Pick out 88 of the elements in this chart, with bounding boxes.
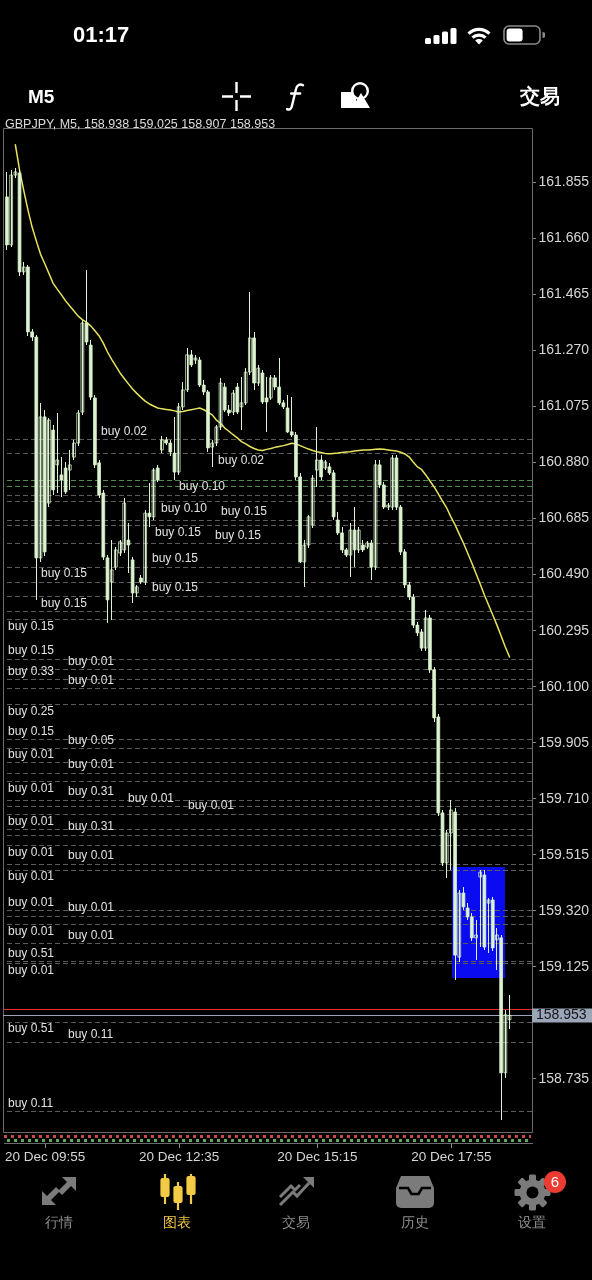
ref-line-label: buy 0.51 bbox=[8, 1021, 55, 1036]
x-tick-label: 20 Dec 17:55 bbox=[411, 1148, 492, 1164]
ref-line-label: buy 0.51 bbox=[8, 945, 55, 960]
ref-line-label: buy 0.33 bbox=[8, 663, 55, 678]
candlestick bbox=[68, 449, 72, 491]
ref-line-label: buy 0.01 bbox=[8, 869, 55, 884]
ref-line-label: buy 0.01 bbox=[68, 653, 115, 668]
candlestick bbox=[42, 409, 47, 557]
candlestick bbox=[231, 389, 235, 416]
ref-line-label: buy 0.15 bbox=[8, 618, 55, 633]
ref-line-label: buy 0.15 bbox=[215, 527, 262, 542]
ref-line-label: buy 0.01 bbox=[8, 780, 55, 795]
ref-line-label: buy 0.10 bbox=[161, 500, 208, 515]
candlestick bbox=[474, 919, 478, 961]
candlestick bbox=[478, 869, 482, 948]
candlestick bbox=[160, 435, 164, 454]
x-tick-label: 20 Dec 15:15 bbox=[277, 1148, 358, 1164]
y-tick-label: 159.710 bbox=[538, 789, 590, 806]
ref-line-label: 158.953 bbox=[536, 1006, 587, 1023]
y-tick-label: 161.855 bbox=[538, 173, 590, 190]
candlestick bbox=[285, 394, 290, 434]
ref-line-label: buy 0.11 bbox=[68, 1026, 114, 1041]
candlestick bbox=[277, 357, 281, 406]
y-tick-label: 160.100 bbox=[538, 677, 590, 694]
ref-line-label: buy 0.01 bbox=[68, 848, 115, 863]
candlestick bbox=[109, 539, 114, 621]
ref-line-label: buy 0.01 bbox=[8, 746, 55, 761]
y-tick-label: 161.075 bbox=[538, 397, 590, 414]
ref-line-label: buy 0.15 bbox=[41, 595, 88, 610]
ref-line-label: buy 0.15 bbox=[152, 551, 199, 566]
candlestick bbox=[151, 467, 156, 521]
text: 01:17 bbox=[73, 22, 130, 47]
text: 交易 bbox=[282, 1214, 310, 1230]
ref-line-label: buy 0.15 bbox=[41, 566, 88, 581]
ref-line-label: buy 0.15 bbox=[155, 524, 202, 539]
text: 历史 bbox=[401, 1214, 429, 1230]
ref-line-label: buy 0.05 bbox=[68, 732, 115, 747]
candlestick bbox=[122, 497, 127, 554]
y-tick-label: 158.735 bbox=[538, 1069, 590, 1086]
ref-line-label: buy 0.01 bbox=[8, 813, 55, 828]
ref-line-label: buy 0.02 bbox=[101, 423, 148, 438]
ref-line-label: buy 0.01 bbox=[8, 894, 55, 909]
y-tick-label: 160.490 bbox=[538, 565, 590, 582]
y-tick-label: 160.295 bbox=[538, 621, 590, 638]
y-tick-label: 160.685 bbox=[538, 509, 590, 526]
text: M5 bbox=[28, 85, 55, 107]
candlestick bbox=[269, 374, 273, 401]
y-tick-label: 159.515 bbox=[538, 845, 590, 862]
ref-line-label: buy 0.01 bbox=[128, 790, 175, 805]
chart-title: GBPJPY, M5, 158.938 159.025 158.907 158.953 bbox=[5, 116, 276, 131]
ref-line-label: buy 0.01 bbox=[188, 798, 235, 813]
y-tick-label: 159.125 bbox=[538, 957, 590, 974]
ref-line-label: buy 0.01 bbox=[68, 927, 115, 942]
ref-line-label: buy 0.11 bbox=[8, 1095, 54, 1110]
text: 交易 bbox=[520, 85, 560, 107]
candlestick bbox=[9, 169, 13, 248]
candlestick bbox=[356, 526, 361, 554]
x-tick-label: 20 Dec 12:35 bbox=[139, 1148, 220, 1164]
ref-line-label: buy 0.01 bbox=[8, 923, 55, 938]
text: 设置 bbox=[518, 1214, 546, 1230]
ref-line-label: buy 0.02 bbox=[218, 452, 265, 467]
candlestick bbox=[352, 506, 357, 568]
ref-line-label: buy 0.25 bbox=[8, 703, 55, 718]
y-tick-label: 161.465 bbox=[538, 285, 590, 302]
text: 行情 bbox=[45, 1214, 73, 1230]
y-tick-label: 160.880 bbox=[538, 453, 590, 470]
ref-line-label: buy 0.01 bbox=[68, 672, 115, 687]
y-tick-label: 161.660 bbox=[538, 229, 590, 246]
ref-line-label: buy 0.15 bbox=[8, 643, 55, 658]
text: 图表 bbox=[163, 1214, 191, 1230]
ref-line-label: buy 0.01 bbox=[68, 757, 115, 772]
ref-line-label: buy 0.31 bbox=[68, 819, 115, 834]
candlestick bbox=[264, 376, 269, 433]
x-tick-label: 20 Dec 09:55 bbox=[5, 1148, 86, 1164]
y-tick-label: 159.905 bbox=[538, 733, 590, 750]
ref-line-label: buy 0.31 bbox=[68, 784, 115, 799]
ref-line-label: buy 0.01 bbox=[68, 900, 115, 915]
y-tick-label: 159.320 bbox=[538, 901, 590, 918]
candlestick bbox=[143, 509, 147, 586]
candlestick bbox=[348, 522, 353, 578]
y-tick-label: 161.270 bbox=[538, 341, 590, 358]
candlestick bbox=[55, 412, 60, 494]
ref-line-label: buy 0.15 bbox=[221, 504, 268, 519]
ref-line-label: buy 0.01 bbox=[8, 844, 55, 859]
ref-line-label: buy 0.01 bbox=[8, 963, 55, 977]
text: 6 bbox=[544, 1171, 566, 1193]
ref-line-label: buy 0.15 bbox=[8, 723, 55, 738]
ref-line-label: buy 0.15 bbox=[152, 580, 199, 595]
